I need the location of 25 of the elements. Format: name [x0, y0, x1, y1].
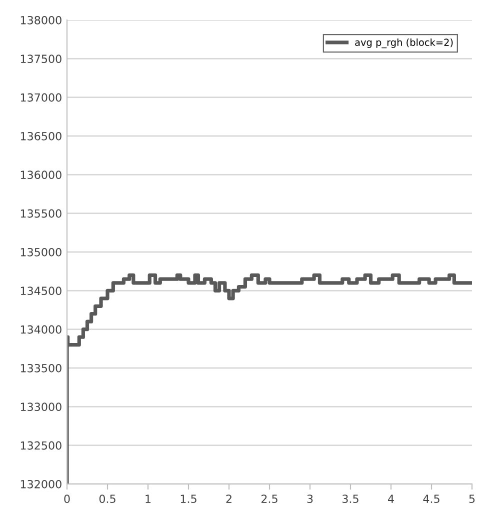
- y-tick-label: 135500: [20, 209, 62, 218]
- x-tick-label: 4: [388, 494, 394, 503]
- y-tick-label: 137500: [20, 54, 62, 64]
- y-tick-label: 135000: [20, 248, 62, 256]
- y-tick-label: 138000: [20, 16, 62, 24]
- y-tick-label: 133000: [20, 402, 62, 412]
- x-tick-label: 5: [469, 494, 475, 504]
- x-tick-label: 1: [146, 494, 151, 503]
- y-tick-label: 134000: [20, 325, 62, 334]
- x-tick-label: 0: [64, 494, 70, 504]
- x-tick-label: 4.5: [423, 494, 440, 504]
- x-tick-label: 3: [307, 494, 313, 504]
- y-tick-label: 134500: [20, 286, 62, 296]
- y-tick-label: 132500: [20, 441, 62, 450]
- x-tick-label: 2.5: [261, 494, 278, 504]
- x-tick-label: 1.5: [180, 494, 196, 504]
- x-tick-label: 3.5: [342, 494, 358, 504]
- y-tick-label: 136000: [20, 170, 62, 180]
- x-tick-label: 0.5: [99, 494, 116, 504]
- x-tick-label: 2: [226, 494, 232, 503]
- y-tick-label: 132000: [20, 480, 62, 488]
- legend-label: avg p_rgh (block=2): [355, 38, 453, 48]
- y-tick-label: 136500: [20, 132, 62, 140]
- y-tick-label: 137000: [20, 93, 62, 102]
- y-tick-label: 133500: [20, 364, 62, 372]
